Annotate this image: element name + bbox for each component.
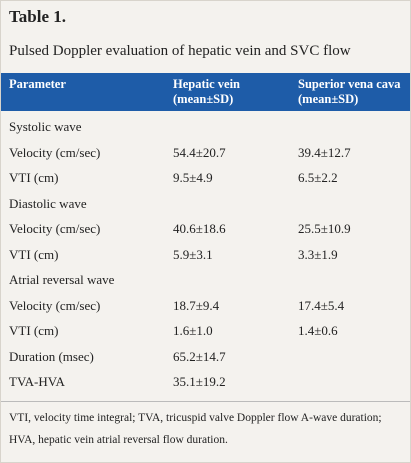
cell-value: 18.7±9.4	[173, 297, 220, 313]
column-header: Superior vena cava (mean±SD)	[298, 77, 401, 107]
section-label: Systolic wave	[9, 119, 82, 134]
cell-value: 54.4±20.7	[173, 144, 226, 160]
column-header-line: (mean±SD)	[173, 92, 234, 106]
row-label: Velocity (cm/sec)	[9, 221, 101, 236]
cell-value: 1.4±0.6	[298, 323, 338, 338]
row-label: Velocity (cm/sec)	[9, 144, 101, 160]
cell-value: 9.5±4.9	[173, 170, 213, 185]
row-label: VTI (cm)	[9, 323, 59, 338]
cell-value: 3.3±1.9	[298, 246, 338, 262]
cell-value: 6.5±2.2	[298, 170, 338, 185]
table-title: Table 1.	[9, 7, 67, 26]
row-label: Velocity (cm/sec)	[9, 297, 101, 313]
cell-value: 40.6±18.6	[173, 221, 226, 236]
column-header: Parameter	[9, 77, 66, 92]
column-header-line: Superior vena cava	[298, 77, 401, 91]
cell-value: 65.2±14.7	[173, 348, 226, 364]
column-header-line: Parameter	[9, 77, 66, 91]
cell-value: 17.4±5.4	[298, 297, 345, 313]
section-label: Diastolic wave	[9, 195, 87, 211]
table-subtitle: Pulsed Doppler evaluation of hepatic vei…	[9, 43, 351, 59]
column-header-line: (mean±SD)	[298, 92, 359, 106]
column-header-line: Hepatic vein	[173, 77, 241, 91]
row-label: TVA-HVA	[9, 374, 65, 389]
row-label: VTI (cm)	[9, 170, 59, 185]
footer-rule	[1, 401, 410, 402]
row-label: VTI (cm)	[9, 246, 59, 262]
cell-value: 5.9±3.1	[173, 246, 213, 262]
cell-value: 1.6±1.0	[173, 323, 213, 338]
section-label: Atrial reversal wave	[9, 272, 115, 287]
cell-value: 39.4±12.7	[298, 144, 351, 160]
table-header: Parameter Hepatic vein (mean±SD) Superior v…	[1, 73, 410, 111]
column-header: Hepatic vein (mean±SD)	[173, 77, 240, 107]
cell-value: 35.1±19.2	[173, 374, 226, 389]
row-label: Duration (msec)	[9, 348, 94, 364]
cell-value: 25.5±10.9	[298, 221, 351, 236]
footnote: VTI, velocity time integral; TVA, tricus…	[9, 412, 382, 446]
